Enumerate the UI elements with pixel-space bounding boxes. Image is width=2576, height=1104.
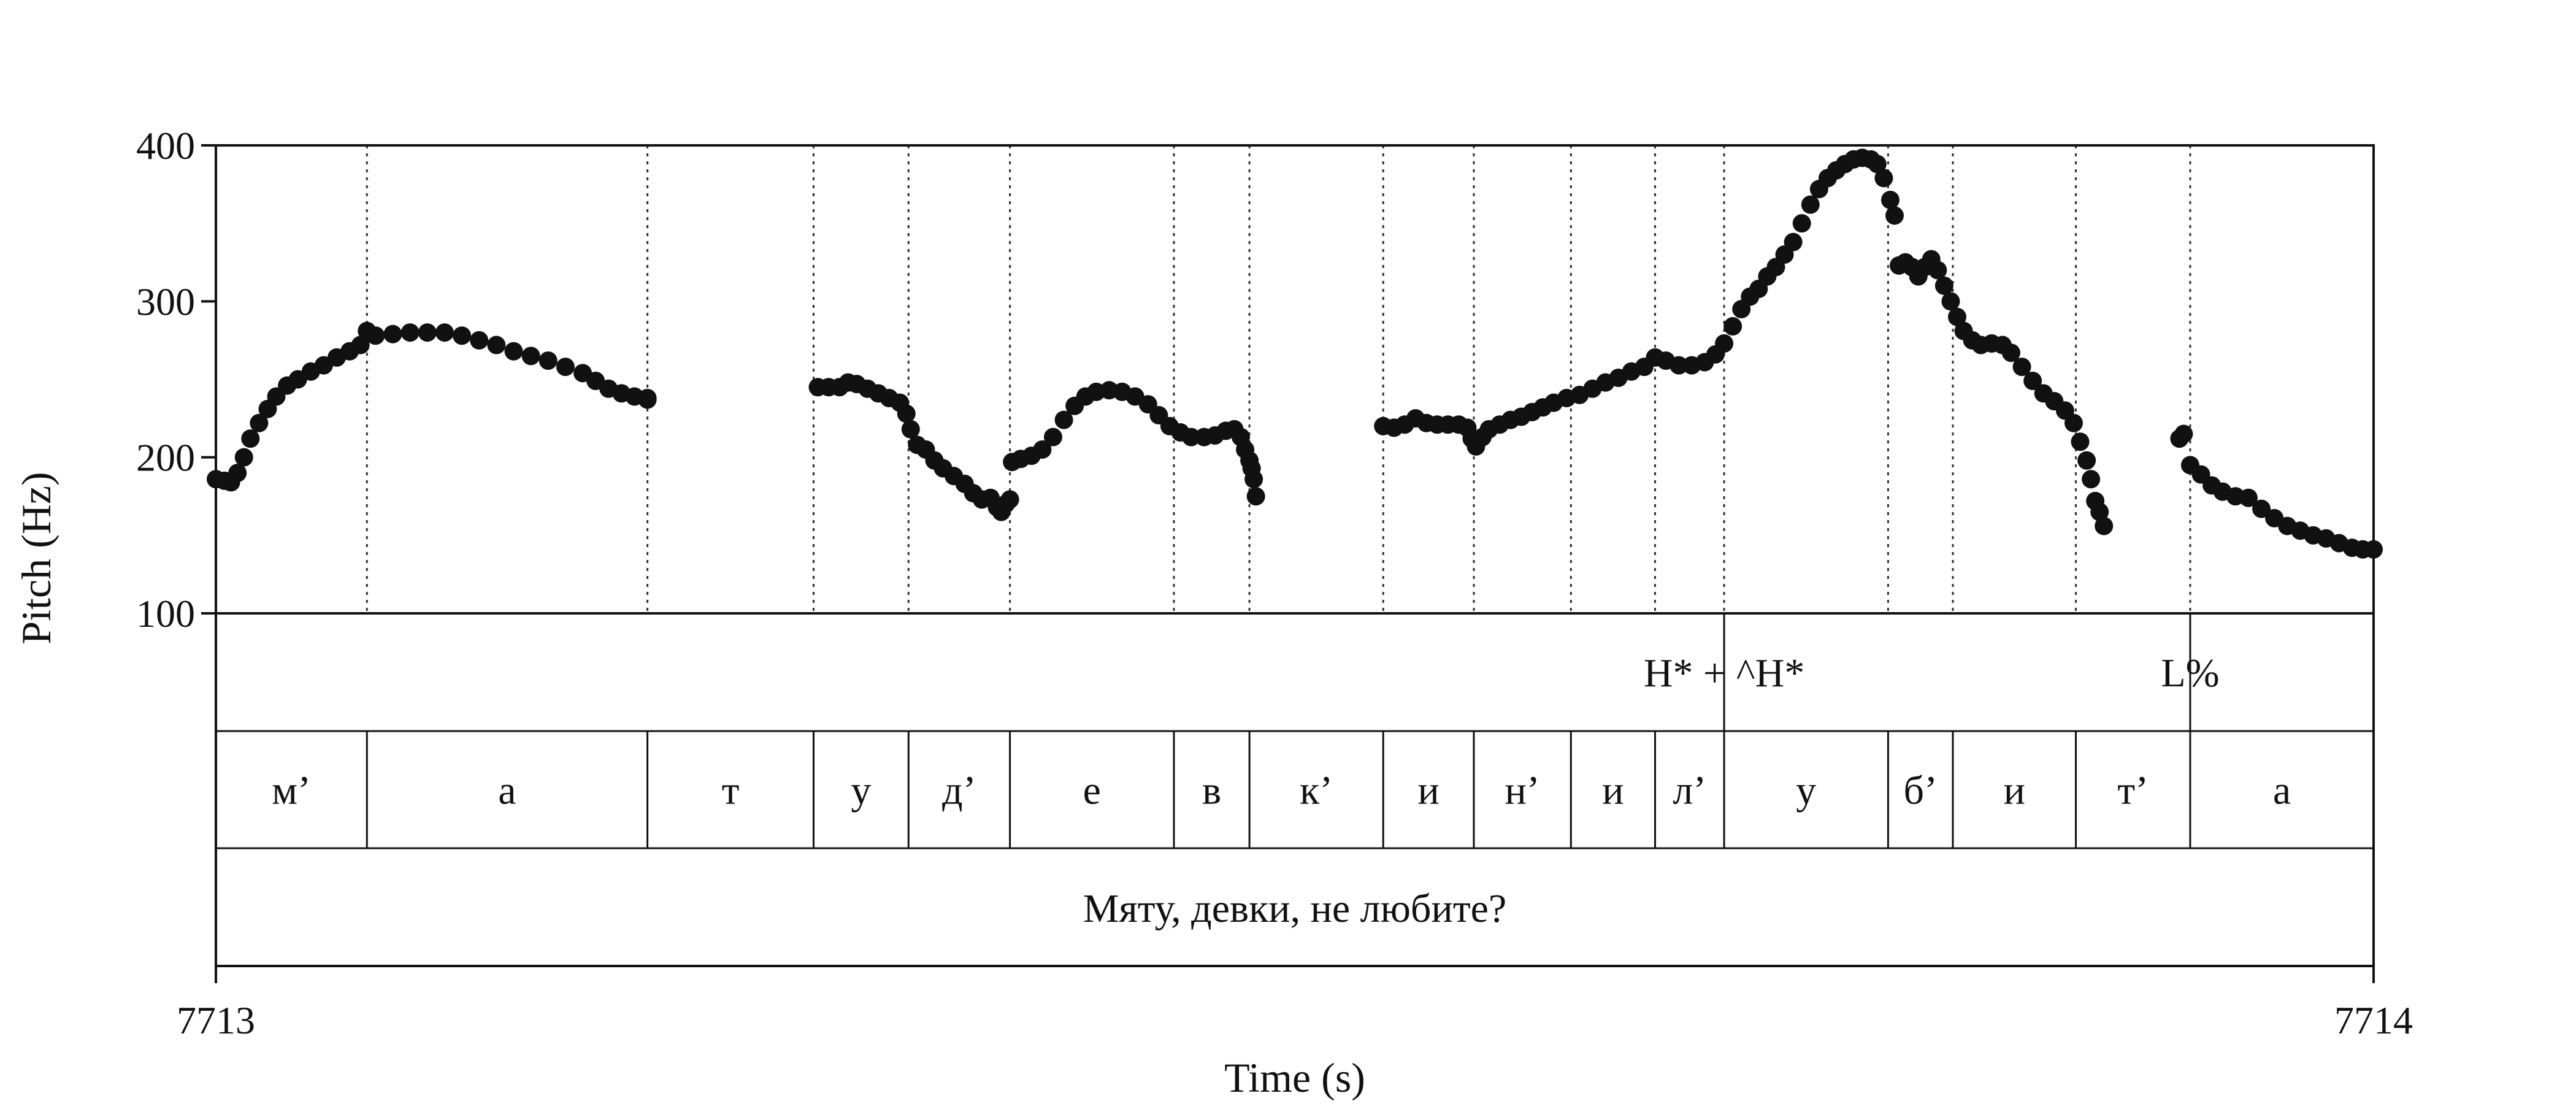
tone-label-1: L% <box>2161 651 2219 696</box>
pitch-point-1-9 <box>897 404 916 423</box>
pitch-point-4-24 <box>2082 470 2101 489</box>
pitch-point-3-28 <box>1669 356 1689 375</box>
segment-label-12: у <box>1796 769 1816 813</box>
pitch-point-3-33 <box>1723 317 1742 336</box>
pitch-point-2-25 <box>1244 470 1263 489</box>
pitch-point-0-35 <box>638 390 657 409</box>
pitch-point-0-17 <box>366 326 385 345</box>
pitch-point-4-16 <box>2012 358 2031 377</box>
pitch-points <box>207 148 2383 559</box>
segment-label-7: к’ <box>1300 769 1333 813</box>
segment-label-2: т <box>722 769 740 813</box>
pitch-point-4-17 <box>2023 372 2042 391</box>
pitch-point-0-25 <box>504 342 523 361</box>
pitch-point-2-16 <box>1182 427 1201 447</box>
segment-label-4: д’ <box>942 769 976 813</box>
pitch-point-0-27 <box>539 351 558 370</box>
pitch-point-0-22 <box>453 326 472 345</box>
tone-label-0: H* + ^H* <box>1644 651 1805 696</box>
pitch-point-2-26 <box>1246 487 1265 506</box>
x-tick-label-end: 7714 <box>2334 999 2413 1042</box>
pitch-point-2-3 <box>1033 440 1052 459</box>
segment-label-10: и <box>1602 769 1623 813</box>
pitch-point-0-18 <box>383 324 402 343</box>
segment-label-5: е <box>1083 769 1101 813</box>
pitch-point-0-15 <box>351 335 370 355</box>
segment-label-9: н’ <box>1505 769 1539 813</box>
pitch-point-5-7 <box>2239 488 2258 507</box>
plot-frames <box>215 144 2375 983</box>
pitch-point-5-8 <box>2252 499 2271 518</box>
segment-label-11: л’ <box>1673 769 1706 813</box>
pitch-point-4-23 <box>2077 451 2096 470</box>
pitch-point-3-53 <box>1885 206 1904 225</box>
pitch-point-3-41 <box>1792 214 1811 233</box>
segment-label-1: а <box>498 769 516 813</box>
tier-frame <box>215 612 2375 967</box>
pitch-point-3-32 <box>1715 334 1734 353</box>
pitch-point-0-26 <box>521 347 540 366</box>
segment-label-8: и <box>1417 769 1439 813</box>
segment-label-6: в <box>1202 769 1221 813</box>
pitch-point-0-5 <box>241 429 260 448</box>
pitch-point-3-40 <box>1784 232 1803 251</box>
pitch-point-3-50 <box>1868 155 1887 174</box>
pitch-point-4-8 <box>1941 292 1960 311</box>
pitch-point-0-4 <box>234 448 253 467</box>
y-axis-ticks: 400 300 200 100 <box>136 124 216 635</box>
segment-label-16: а <box>2273 769 2291 813</box>
pitch-point-2-5 <box>1054 410 1073 429</box>
segment-label-3: у <box>851 769 871 813</box>
pitch-point-4-26 <box>2090 502 2109 521</box>
pitch-point-0-24 <box>487 335 506 355</box>
pitch-point-4-22 <box>2071 432 2090 451</box>
y-tick-label-100: 100 <box>136 592 195 635</box>
chart-labels: м’ а т у д’ е в к’ и н’ и л’ у б’ и т’ а H* + ^H* L% <box>272 651 2291 813</box>
pitch-point-4-21 <box>2064 413 2083 432</box>
pitch-point-0-3 <box>228 464 247 483</box>
pitch-point-0-20 <box>418 323 437 342</box>
pitch-point-4-6 <box>1928 261 1947 280</box>
segment-label-14: и <box>2004 769 2025 813</box>
pitch-point-4-27 <box>2095 516 2114 535</box>
pitch-point-0-6 <box>250 413 269 432</box>
pitch-point-3-52 <box>1880 191 1899 210</box>
y-tick-label-400: 400 <box>136 124 195 167</box>
x-tick-label-start: 7713 <box>177 999 255 1042</box>
tier-boundaries <box>366 613 2191 848</box>
pitch-point-3-42 <box>1801 195 1820 214</box>
pitch-point-0-21 <box>435 323 454 342</box>
pitch-point-4-15 <box>2001 343 2020 362</box>
pitch-point-1-10 <box>901 420 920 439</box>
x-axis-title: Time (s) <box>1224 1054 1365 1101</box>
segment-label-13: б’ <box>1903 769 1938 813</box>
pitch-point-0-23 <box>470 331 489 350</box>
pitch-point-5-1 <box>2174 424 2193 443</box>
y-axis-title: Pitch (Hz) <box>13 472 59 644</box>
pitch-point-0-28 <box>556 358 575 377</box>
segment-label-0: м’ <box>272 769 311 813</box>
y-tick-label-200: 200 <box>136 436 195 480</box>
segment-label-15: т’ <box>2117 769 2149 813</box>
pitch-point-4-7 <box>1934 276 1953 295</box>
pitch-point-2-4 <box>1043 427 1062 447</box>
y-tick-label-300: 300 <box>136 280 195 323</box>
pitch-point-0-19 <box>401 323 420 342</box>
sentence-label: Мяту, девки, не любите? <box>1083 886 1507 931</box>
pitch-point-4-9 <box>1948 307 1967 326</box>
pitch-point-1-23 <box>1000 490 1019 509</box>
pitch-point-3-51 <box>1874 169 1893 188</box>
